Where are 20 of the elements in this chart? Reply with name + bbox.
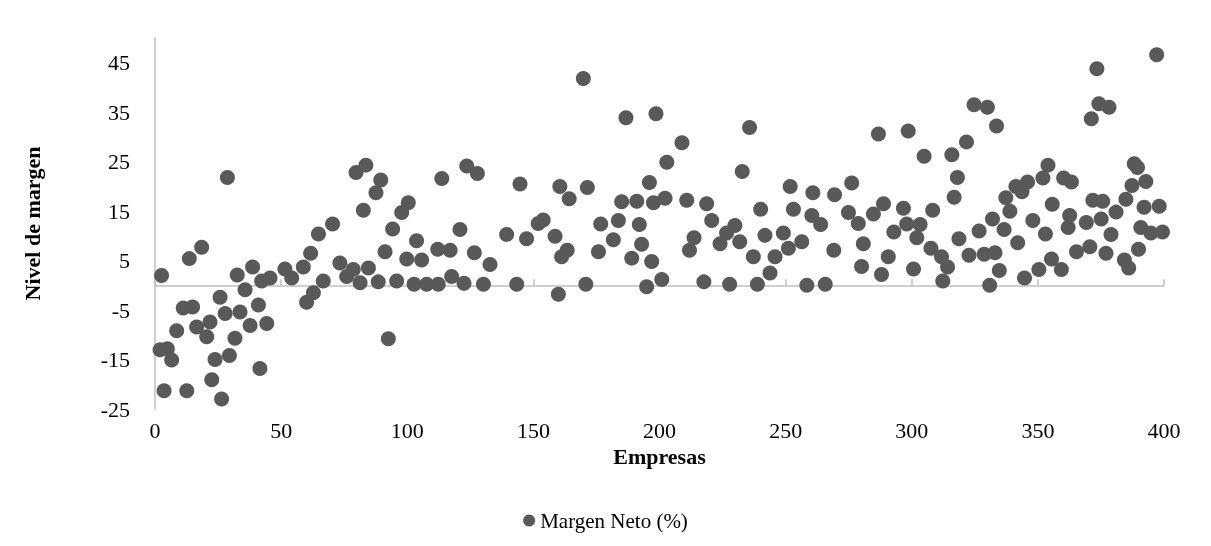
x-tick-label: 300	[895, 417, 929, 443]
legend-label: Margen Neto (%)	[540, 508, 688, 533]
x-tick-label: 350	[1021, 417, 1055, 443]
x-tick-label: 250	[769, 417, 803, 443]
y-tick-label: 5	[119, 248, 130, 274]
y-tick-label: -5	[111, 297, 130, 323]
x-tick-label: 400	[1147, 417, 1181, 443]
y-tick-label: 45	[108, 50, 130, 76]
y-tick-label: 35	[108, 99, 130, 125]
x-tick-label: 100	[390, 417, 424, 443]
x-tick-label: 50	[270, 417, 293, 443]
x-axis-title: Empresas	[613, 444, 707, 470]
y-axis-title: Nivel de margen	[19, 146, 45, 301]
x-tick-label: 0	[149, 417, 161, 443]
y-tick-label: 15	[108, 198, 130, 224]
y-tick-label: -25	[100, 396, 130, 422]
y-tick-label: 25	[108, 149, 130, 175]
x-tick-label: 200	[643, 417, 676, 443]
x-tick-label: 150	[516, 417, 550, 443]
y-tick-label: -15	[100, 347, 130, 373]
